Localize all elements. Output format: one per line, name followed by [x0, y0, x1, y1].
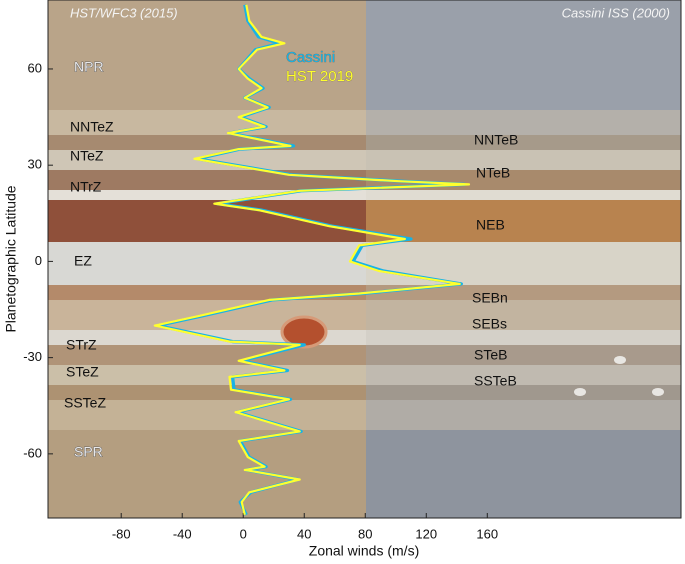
x-tick-label: -40 [173, 526, 192, 541]
band [366, 285, 681, 300]
zone-label: NEB [476, 217, 505, 233]
zone-label: NTeZ [70, 148, 104, 164]
x-tick-label: 80 [358, 526, 372, 541]
band [48, 285, 366, 300]
y-tick-label: 60 [28, 60, 42, 75]
band [366, 110, 681, 135]
x-tick-label: 40 [297, 526, 311, 541]
band [366, 0, 681, 110]
band [366, 190, 681, 200]
band [48, 430, 366, 518]
white-oval [652, 388, 664, 396]
zone-label: SEBn [472, 290, 508, 306]
band [48, 242, 366, 285]
zone-label: NNTeB [474, 132, 518, 148]
band [48, 400, 366, 430]
band [366, 135, 681, 150]
band [366, 430, 681, 518]
zone-label: SSTeB [474, 373, 517, 389]
planet-background [48, 0, 681, 518]
zone-label: NNTeZ [70, 119, 114, 135]
band [366, 385, 681, 400]
band [366, 345, 681, 365]
zone-label: SSTeZ [64, 395, 106, 411]
zone-label: STeB [474, 347, 507, 363]
zone-label: NTeB [476, 165, 510, 181]
x-axis-label: Zonal winds (m/s) [309, 543, 419, 559]
zone-label: EZ [74, 253, 92, 269]
white-oval [574, 388, 586, 396]
plot-frame [47, 0, 682, 519]
band [48, 110, 366, 135]
band [48, 200, 366, 242]
great-red-spot [280, 315, 328, 349]
right-title: Cassini ISS (2000) [562, 5, 670, 20]
zone-label: SEBs [472, 316, 507, 332]
band [366, 365, 681, 385]
x-tick-label: 120 [415, 526, 437, 541]
zone-label: NTrZ [70, 179, 102, 195]
x-tick-label: 0 [240, 526, 247, 541]
zone-label: STrZ [66, 337, 97, 353]
band [366, 300, 681, 330]
zone-label: NPR [74, 59, 104, 75]
x-tick-label: -80 [112, 526, 131, 541]
band [48, 190, 366, 200]
legend-entry: HST 2019 [286, 68, 353, 85]
band [366, 242, 681, 285]
band [366, 400, 681, 430]
x-tick-label: 160 [476, 526, 498, 541]
left-title: HST/WFC3 (2015) [70, 5, 178, 20]
y-tick-label: 0 [35, 253, 42, 268]
y-tick-label: -30 [23, 349, 42, 364]
band [366, 200, 681, 242]
band [366, 150, 681, 170]
band [48, 0, 366, 110]
y-tick-label: 30 [28, 157, 42, 172]
zone-label: STeZ [66, 364, 99, 380]
band [48, 385, 366, 400]
white-oval [614, 356, 626, 364]
legend-entry: Cassini [286, 49, 335, 66]
wind-profile [153, 4, 471, 516]
y-tick-label: -60 [23, 445, 42, 460]
y-axis-label: Planetographic Latitude [3, 185, 19, 332]
zone-label: SPR [74, 444, 103, 460]
band [366, 330, 681, 345]
